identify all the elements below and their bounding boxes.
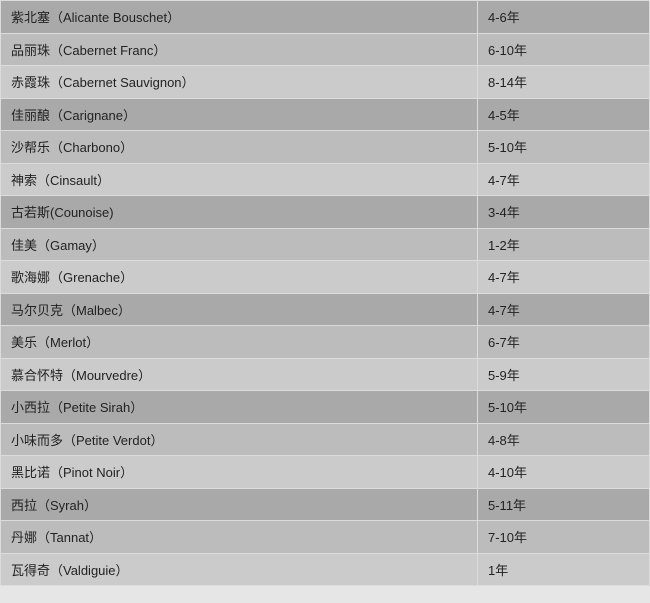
aging-years-cell: 6-10年 bbox=[477, 32, 650, 66]
variety-cell: 慕合怀特（Mourvedre） bbox=[0, 357, 478, 391]
table-row: 佳美（Gamay） 1-2年 bbox=[0, 227, 650, 261]
aging-years-cell: 4-8年 bbox=[477, 422, 650, 456]
table-row: 美乐（Merlot） 6-7年 bbox=[0, 325, 650, 359]
table-row: 丹娜（Tannat） 7-10年 bbox=[0, 520, 650, 554]
variety-cell: 丹娜（Tannat） bbox=[0, 520, 478, 554]
table-row: 神索（Cinsault） 4-7年 bbox=[0, 162, 650, 196]
table-row: 古若斯(Counoise) 3-4年 bbox=[0, 195, 650, 229]
aging-years-cell: 8-14年 bbox=[477, 65, 650, 99]
variety-cell: 黑比诺（Pinot Noir） bbox=[0, 455, 478, 489]
table-row: 歌海娜（Grenache） 4-7年 bbox=[0, 260, 650, 294]
aging-years-cell: 4-10年 bbox=[477, 455, 650, 489]
variety-cell: 紫北塞（Alicante Bouschet） bbox=[0, 0, 478, 34]
variety-cell: 古若斯(Counoise) bbox=[0, 195, 478, 229]
variety-cell: 佳美（Gamay） bbox=[0, 227, 478, 261]
aging-years-cell: 4-6年 bbox=[477, 0, 650, 34]
variety-cell: 美乐（Merlot） bbox=[0, 325, 478, 359]
table-row: 小味而多（Petite Verdot） 4-8年 bbox=[0, 422, 650, 456]
table-row: 瓦得奇（Valdiguie） 1年 bbox=[0, 552, 650, 586]
aging-years-cell: 4-7年 bbox=[477, 260, 650, 294]
variety-cell: 瓦得奇（Valdiguie） bbox=[0, 552, 478, 586]
table-row: 慕合怀特（Mourvedre） 5-9年 bbox=[0, 357, 650, 391]
aging-years-cell: 1年 bbox=[477, 552, 650, 586]
aging-years-cell: 1-2年 bbox=[477, 227, 650, 261]
aging-years-cell: 6-7年 bbox=[477, 325, 650, 359]
variety-cell: 西拉（Syrah） bbox=[0, 487, 478, 521]
table-row: 品丽珠（Cabernet Franc） 6-10年 bbox=[0, 32, 650, 66]
aging-years-cell: 7-10年 bbox=[477, 520, 650, 554]
variety-cell: 沙帮乐（Charbono） bbox=[0, 130, 478, 164]
table-row: 赤霞珠（Cabernet Sauvignon） 8-14年 bbox=[0, 65, 650, 99]
aging-years-cell: 5-10年 bbox=[477, 130, 650, 164]
wine-aging-table: 紫北塞（Alicante Bouschet） 4-6年 品丽珠（Cabernet F… bbox=[0, 0, 650, 586]
aging-years-cell: 5-11年 bbox=[477, 487, 650, 521]
table-row: 西拉（Syrah） 5-11年 bbox=[0, 487, 650, 521]
aging-years-cell: 4-7年 bbox=[477, 162, 650, 196]
variety-cell: 歌海娜（Grenache） bbox=[0, 260, 478, 294]
variety-cell: 马尔贝克（Malbec） bbox=[0, 292, 478, 326]
variety-cell: 小味而多（Petite Verdot） bbox=[0, 422, 478, 456]
table-row: 沙帮乐（Charbono） 5-10年 bbox=[0, 130, 650, 164]
aging-years-cell: 4-5年 bbox=[477, 97, 650, 131]
variety-cell: 赤霞珠（Cabernet Sauvignon） bbox=[0, 65, 478, 99]
aging-years-cell: 4-7年 bbox=[477, 292, 650, 326]
table-row: 黑比诺（Pinot Noir） 4-10年 bbox=[0, 455, 650, 489]
aging-years-cell: 5-10年 bbox=[477, 390, 650, 424]
aging-years-cell: 5-9年 bbox=[477, 357, 650, 391]
variety-cell: 品丽珠（Cabernet Franc） bbox=[0, 32, 478, 66]
table-row: 紫北塞（Alicante Bouschet） 4-6年 bbox=[0, 0, 650, 34]
variety-cell: 小西拉（Petite Sirah） bbox=[0, 390, 478, 424]
variety-cell: 佳丽酿（Carignane） bbox=[0, 97, 478, 131]
aging-years-cell: 3-4年 bbox=[477, 195, 650, 229]
table-row: 小西拉（Petite Sirah） 5-10年 bbox=[0, 390, 650, 424]
table-row: 马尔贝克（Malbec） 4-7年 bbox=[0, 292, 650, 326]
table-row: 佳丽酿（Carignane） 4-5年 bbox=[0, 97, 650, 131]
variety-cell: 神索（Cinsault） bbox=[0, 162, 478, 196]
